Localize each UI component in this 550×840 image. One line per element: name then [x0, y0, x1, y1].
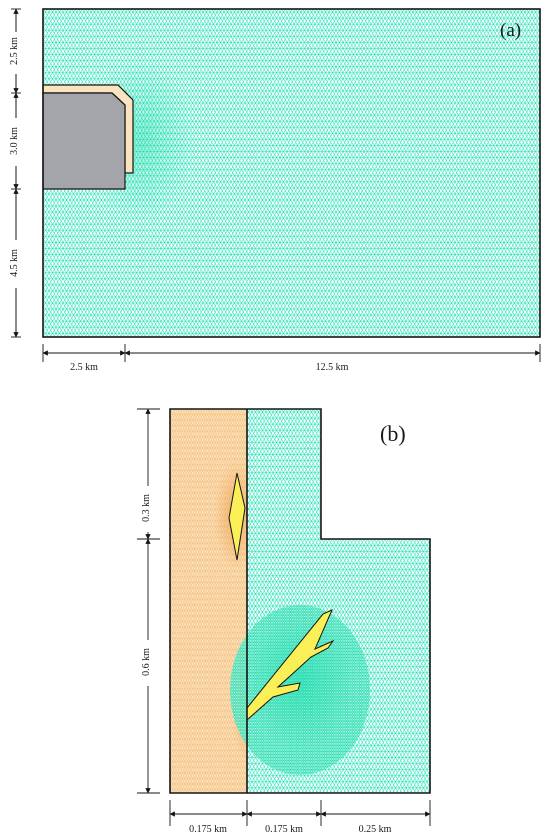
- panel-a-border: [42, 8, 541, 338]
- dim-a-bottom: 4.5 km: [9, 249, 20, 277]
- dim-b-upper: 0.3 km: [141, 494, 152, 522]
- dim-a-left-width: 2.5 km: [70, 362, 98, 373]
- dim-b-w3: 0.25 km: [359, 824, 392, 835]
- panel-b-vertical-dims: [137, 408, 160, 794]
- panel-b-border: [169, 408, 431, 794]
- green-refinement-glow: [245, 610, 355, 750]
- dim-b-w2: 0.175 km: [265, 824, 303, 835]
- dim-a-middle: 3.0 km: [9, 127, 20, 155]
- upper-vein: [228, 472, 246, 561]
- dim-b-w1: 0.175 km: [189, 824, 227, 835]
- dim-b-lower: 0.6 km: [141, 648, 152, 676]
- panel-a-horizontal-dims: [42, 344, 541, 362]
- panel-b-horizontal-dims: [169, 800, 431, 826]
- intrusion-block: [42, 92, 126, 190]
- panel-a: (a) 2.5 km 3.0 km 4.5 km 2.5 km 12.5 km: [6, 8, 541, 373]
- dim-a-top: 2.5 km: [9, 37, 20, 65]
- panel-a-label: (a): [500, 20, 521, 41]
- panel-b: (b) 0.3 km 0.6 km 0.175 km 0.175 km 0.25…: [137, 408, 431, 835]
- dim-a-right-width: 12.5 km: [316, 362, 349, 373]
- lower-vein: [246, 609, 335, 722]
- panel-b-label: (b): [380, 421, 406, 446]
